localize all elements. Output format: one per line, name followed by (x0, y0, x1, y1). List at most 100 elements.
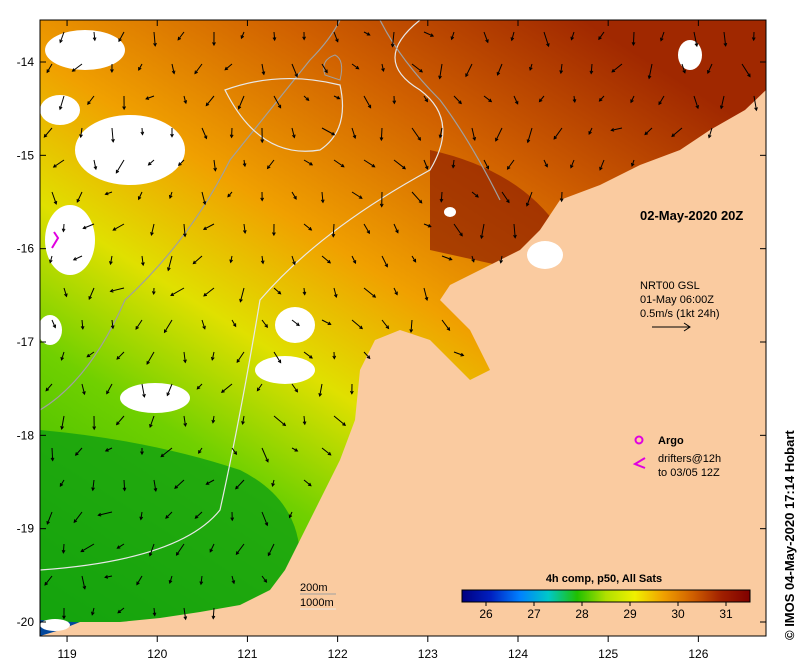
isobath-legend: 200m 1000m (300, 582, 336, 610)
current-vector (210, 351, 215, 361)
current-vector (261, 447, 269, 463)
current-vector (363, 351, 371, 360)
x-tick-label: 119 (57, 647, 76, 661)
current-vector (122, 95, 126, 111)
current-vector (272, 223, 276, 237)
current-vector (139, 511, 144, 521)
current-vector (74, 447, 83, 456)
current-vector (272, 31, 277, 42)
date-label: 02-May-2020 20Z (640, 208, 743, 223)
current-vector (409, 319, 414, 334)
y-tick-label: -20 (17, 615, 35, 629)
current-vector (182, 223, 187, 238)
current-vector (499, 255, 504, 264)
current-vector (393, 159, 407, 170)
current-vector (438, 127, 443, 139)
y-tick-label: -14 (17, 55, 35, 69)
current-vector (168, 575, 173, 584)
current-vector (153, 31, 157, 47)
current-vector (438, 63, 443, 80)
current-vector (211, 607, 216, 620)
current-vector (471, 255, 475, 263)
current-vector (109, 255, 113, 266)
current-vector (570, 31, 575, 41)
current-vector (81, 575, 87, 590)
current-vector (242, 159, 247, 168)
current-vector (423, 287, 429, 301)
current-vector (288, 511, 293, 519)
current-vector (441, 319, 451, 331)
current-vector (351, 191, 363, 199)
current-vector (423, 223, 432, 228)
current-vector (363, 287, 377, 298)
current-vector (46, 63, 53, 74)
current-vector (321, 127, 336, 136)
current-vector (87, 95, 95, 105)
colorbar-tick-label: 26 (479, 607, 493, 621)
current-vector (79, 127, 83, 139)
current-vector (177, 159, 185, 167)
current-vector (135, 319, 143, 330)
current-vector (291, 447, 299, 452)
current-vector (423, 95, 428, 103)
current-vector (741, 63, 751, 78)
current-vector (273, 287, 282, 295)
isobath-1000m (40, 20, 444, 571)
current-vector (149, 415, 155, 428)
current-vector (110, 63, 114, 74)
current-vector (543, 159, 548, 168)
current-vector (501, 191, 510, 204)
x-tick-label: 126 (688, 647, 708, 661)
current-vector (411, 127, 422, 141)
current-vector (43, 127, 53, 138)
current-vector (80, 319, 85, 330)
current-vector (92, 31, 97, 42)
x-tick-label: 125 (598, 647, 618, 661)
current-vector (72, 255, 83, 261)
isobath-1000m-loop (224, 77, 344, 152)
current-vector (588, 127, 593, 135)
current-vector (719, 95, 725, 110)
current-vector (631, 31, 636, 46)
current-vector (52, 159, 65, 168)
isobath-200m (40, 20, 341, 411)
current-vector (483, 159, 490, 170)
x-tick-label: 122 (328, 647, 348, 661)
isobath-1000m-label: 1000m (300, 597, 334, 609)
current-vector (349, 383, 354, 395)
currents-legend: NRT00 GSL 01-May 06:00Z 0.5m/s (1kt 24h) (640, 280, 719, 332)
current-vector (51, 319, 57, 329)
current-vector (479, 223, 485, 240)
current-vector (183, 95, 188, 105)
bathymetry-contours (40, 20, 501, 571)
current-vector (183, 351, 187, 364)
current-vector (693, 31, 699, 48)
current-vector (241, 415, 245, 426)
colorbar-tick-label: 28 (575, 607, 589, 621)
current-vector (240, 31, 245, 40)
current-vector (320, 191, 325, 204)
current-vector (212, 31, 216, 47)
current-vector (63, 287, 68, 298)
current-vector (559, 191, 564, 203)
current-vector (321, 63, 328, 74)
current-vector (71, 63, 83, 72)
current-vector (60, 351, 65, 361)
current-vector (59, 31, 65, 44)
current-vector (381, 63, 385, 73)
current-vector (506, 159, 515, 170)
current-vector (153, 479, 158, 492)
current-vector (170, 127, 174, 138)
current-vector (390, 31, 395, 48)
y-tick-label: -18 (17, 428, 35, 442)
current-vector (170, 287, 185, 296)
y-axis: -14 -15 -16 -17 -18 -19 -20 (17, 55, 766, 629)
colorbar-bar (461, 589, 751, 603)
current-vector (333, 415, 346, 426)
current-vector (93, 159, 98, 171)
current-vector (291, 63, 298, 78)
colorbar-tick-label: 31 (719, 607, 733, 621)
current-vector (453, 351, 465, 357)
current-vector (363, 95, 372, 109)
